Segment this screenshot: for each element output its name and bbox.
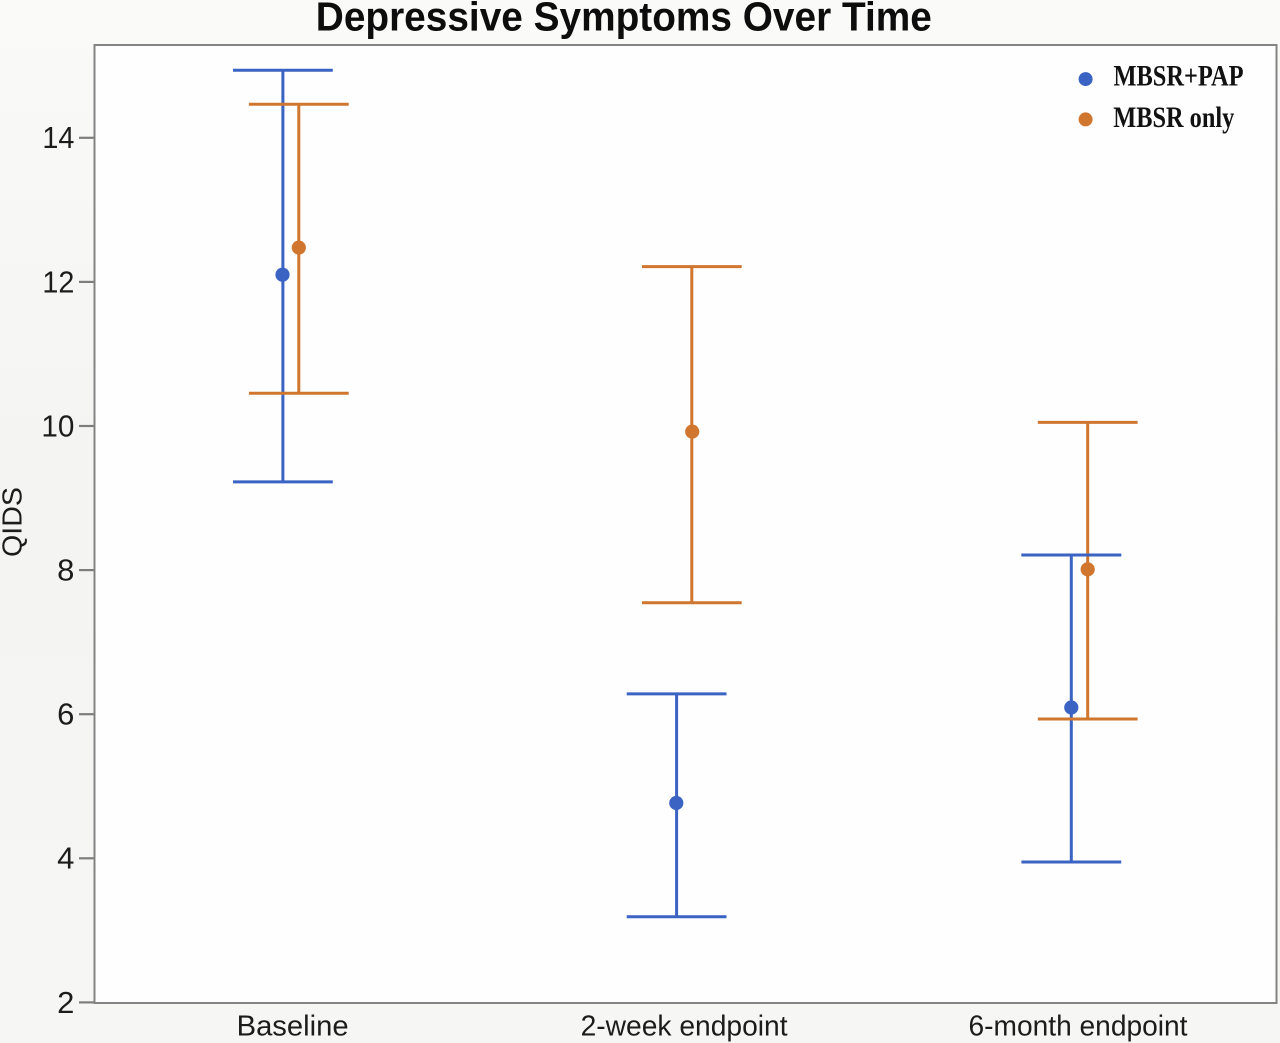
svg-text:14: 14 (42, 120, 74, 155)
svg-text:4: 4 (57, 841, 74, 876)
svg-text:6-month endpoint: 6-month endpoint (969, 1011, 1188, 1043)
svg-text:12: 12 (42, 264, 74, 299)
svg-text:MBSR only: MBSR only (1113, 102, 1234, 134)
svg-text:2: 2 (57, 985, 74, 1020)
svg-text:Baseline: Baseline (237, 1011, 349, 1043)
svg-text:QIDS: QIDS (0, 487, 28, 557)
svg-text:10: 10 (41, 408, 74, 443)
svg-text:Depressive Symptoms Over Time: Depressive Symptoms Over Time (316, 0, 932, 40)
svg-text:2-week endpoint: 2-week endpoint (581, 1011, 788, 1043)
svg-text:6: 6 (57, 697, 74, 732)
svg-text:8: 8 (57, 553, 74, 588)
svg-text:MBSR+PAP: MBSR+PAP (1114, 61, 1244, 93)
